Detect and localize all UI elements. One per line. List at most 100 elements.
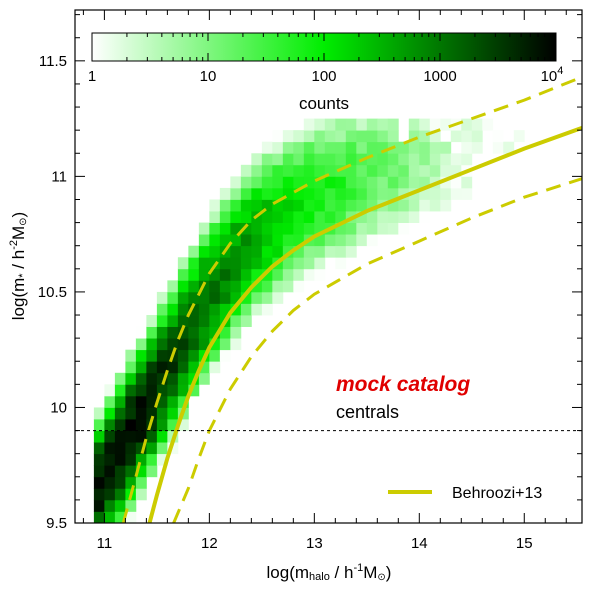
heatmap-cell	[209, 315, 221, 327]
heatmap-cell	[188, 245, 200, 258]
heatmap-cell	[272, 234, 284, 247]
heatmap-cell	[114, 372, 126, 385]
heatmap-cell	[293, 245, 305, 258]
heatmap-cell	[450, 153, 462, 166]
heatmap-cell	[461, 130, 473, 143]
heatmap-cell	[377, 153, 389, 166]
heatmap-cell	[282, 199, 294, 212]
heatmap-cell	[146, 361, 158, 374]
x-tick-label: 12	[201, 535, 218, 552]
heatmap-cell	[104, 453, 116, 466]
heatmap-cell	[135, 488, 147, 501]
heatmap-cell	[188, 291, 200, 304]
heatmap-cell	[293, 234, 305, 247]
heatmap-cell	[104, 384, 116, 397]
heatmap-cell	[114, 465, 126, 478]
heatmap-cell	[335, 187, 347, 200]
heatmap-cell	[356, 199, 368, 212]
heatmap-cell	[240, 245, 252, 258]
heatmap-cell	[167, 407, 179, 420]
heatmap-cell	[188, 315, 200, 327]
heatmap-cell	[156, 338, 168, 351]
colorbar-tick-label: 1	[88, 68, 96, 85]
heatmap-cell	[429, 153, 441, 166]
heatmap-cell	[408, 130, 420, 143]
heatmap-cell	[198, 291, 210, 304]
heatmap-cell	[408, 211, 420, 223]
heatmap-cell	[156, 430, 168, 443]
heatmap-cell	[303, 211, 315, 223]
series-line-behroozi-13	[147, 125, 582, 523]
heatmap-cell	[293, 164, 305, 177]
heatmap-cell	[450, 164, 462, 177]
heatmap-cell	[135, 419, 147, 431]
heatmap-cell	[272, 222, 284, 235]
heatmap-cell	[114, 453, 126, 466]
heatmap-cell	[188, 268, 200, 281]
heatmap-cell	[272, 245, 284, 258]
heatmap-cell	[156, 407, 168, 420]
heatmap-cell	[387, 176, 399, 189]
heatmap-cell	[345, 164, 357, 177]
heatmap-cell	[261, 291, 273, 304]
heatmap-cell	[303, 199, 315, 212]
heatmap-cell	[261, 245, 273, 258]
heatmap-cell	[345, 141, 357, 154]
heatmap-cell	[156, 291, 168, 304]
legend: Behroozi+13	[388, 485, 542, 502]
heatmap-cell	[345, 153, 357, 166]
heatmap-cell	[513, 130, 525, 143]
heatmap-cell	[282, 280, 294, 293]
heatmap-cell	[408, 141, 420, 154]
heatmap-cell	[461, 153, 473, 166]
heatmap-cell	[209, 199, 221, 212]
heatmap-cell	[293, 187, 305, 200]
plot-frame	[74, 9, 583, 524]
heatmap-cell	[219, 234, 231, 247]
heatmap-cell	[492, 141, 504, 154]
heatmap-cell	[219, 291, 231, 304]
heatmap-cell	[377, 187, 389, 200]
heatmap-cell	[261, 176, 273, 189]
heatmap-cell	[303, 257, 315, 270]
heatmap-cell	[272, 268, 284, 281]
heatmap-cell	[209, 222, 221, 235]
heatmap-cell	[324, 199, 336, 212]
heatmap-cell	[135, 384, 147, 397]
heatmap-cell	[219, 199, 231, 212]
heatmap-cell	[314, 141, 326, 154]
heatmap-cell	[93, 442, 105, 455]
heatmap-cell	[398, 153, 410, 166]
heatmap-cell	[104, 395, 116, 408]
heatmap-cell	[377, 176, 389, 189]
heatmap-cell	[125, 395, 137, 408]
heatmap-cell	[261, 222, 273, 235]
heatmap-cell	[156, 372, 168, 385]
heatmap-cell	[293, 268, 305, 281]
heatmap-cell	[146, 349, 158, 362]
heatmap-cell	[366, 187, 378, 200]
heatmap-cell	[146, 465, 158, 478]
heatmap-cell	[156, 326, 168, 339]
heatmap-cell	[377, 130, 389, 143]
heatmap-cell	[282, 141, 294, 154]
heatmap-cell	[251, 199, 263, 212]
heatmap-cell	[303, 222, 315, 235]
heatmap-cell	[188, 338, 200, 351]
heatmap-cell	[104, 442, 116, 455]
heatmap-cell	[335, 222, 347, 235]
heatmap-cell	[146, 453, 158, 466]
heatmap-cell	[366, 176, 378, 189]
heatmap-cell	[156, 442, 168, 455]
heatmap-cell	[450, 187, 462, 200]
heatmap-cell	[345, 245, 357, 258]
heatmap-cell	[188, 303, 200, 316]
heatmap-cell	[356, 130, 368, 143]
heatmap-cell	[114, 407, 126, 420]
heatmap-cell	[471, 130, 483, 143]
heatmap-cell	[429, 164, 441, 177]
series-line-dashed-1	[121, 75, 582, 523]
heatmap-cell	[251, 245, 263, 258]
colorbar-tick-label: 10	[200, 68, 217, 85]
heatmap-cell	[219, 280, 231, 293]
